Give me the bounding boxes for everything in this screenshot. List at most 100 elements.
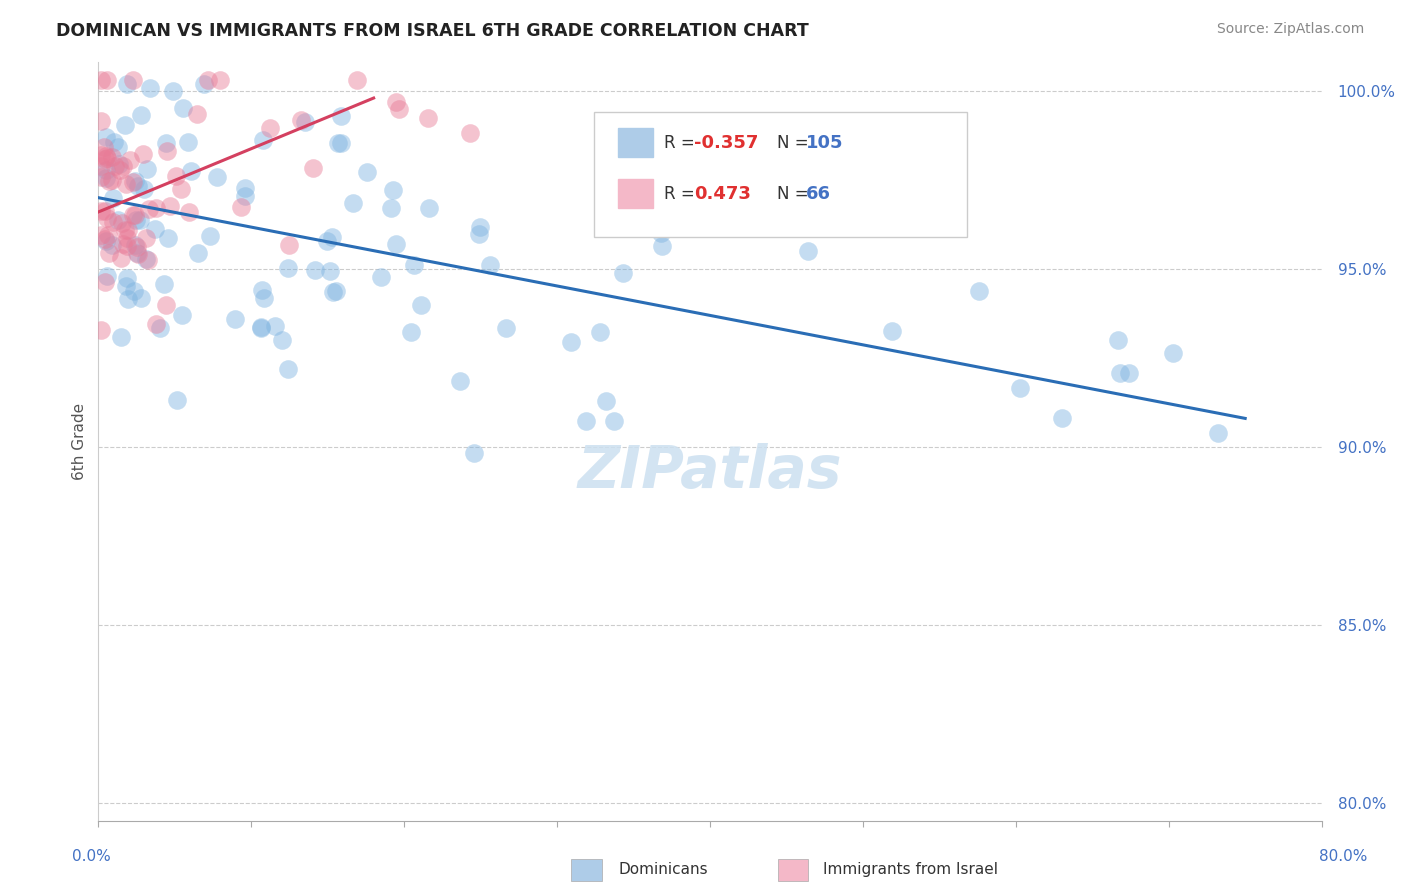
Text: N =: N =	[778, 185, 808, 202]
Point	[208, 73, 231, 87]
Point	[117, 292, 139, 306]
Point	[125, 213, 148, 227]
Point	[382, 183, 405, 197]
Point	[172, 101, 194, 115]
Point	[250, 320, 273, 334]
Point	[124, 174, 146, 188]
Point	[560, 334, 582, 349]
Point	[139, 80, 162, 95]
Point	[135, 231, 157, 245]
Point	[145, 318, 167, 332]
Point	[418, 201, 440, 215]
Y-axis label: 6th Grade: 6th Grade	[72, 403, 87, 480]
Point	[94, 153, 117, 167]
Point	[115, 271, 138, 285]
Point	[111, 216, 134, 230]
Point	[449, 374, 471, 388]
Text: R =: R =	[664, 134, 695, 152]
Point	[290, 112, 312, 127]
Point	[575, 414, 598, 428]
Point	[129, 108, 152, 122]
Point	[90, 170, 112, 185]
Point	[1109, 366, 1132, 380]
Point	[143, 222, 166, 236]
Point	[90, 159, 112, 173]
Point	[156, 144, 179, 158]
Point	[138, 202, 160, 216]
Point	[380, 202, 402, 216]
Point	[404, 258, 426, 272]
Point	[117, 223, 139, 237]
Point	[96, 269, 118, 284]
Point	[1118, 367, 1140, 381]
Point	[135, 252, 157, 267]
Point	[162, 84, 184, 98]
Point	[259, 121, 281, 136]
Point	[117, 231, 139, 245]
Text: 66: 66	[806, 185, 831, 202]
Point	[603, 200, 626, 214]
Point	[104, 159, 127, 173]
Point	[322, 285, 344, 299]
Point	[114, 223, 136, 237]
Point	[96, 151, 118, 165]
Point	[797, 244, 820, 258]
Point	[90, 148, 112, 162]
Point	[121, 175, 143, 189]
FancyBboxPatch shape	[593, 112, 967, 236]
Point	[166, 393, 188, 408]
Point	[252, 133, 274, 147]
Text: Dominicans: Dominicans	[619, 863, 709, 877]
Point	[101, 191, 124, 205]
Point	[458, 126, 481, 140]
Point	[399, 325, 422, 339]
Point	[967, 285, 990, 299]
Point	[103, 135, 125, 149]
Point	[110, 252, 132, 266]
Point	[114, 118, 136, 132]
Point	[277, 362, 299, 376]
Point	[129, 291, 152, 305]
Point	[94, 275, 117, 289]
Text: N =: N =	[778, 134, 808, 152]
Point	[270, 333, 292, 347]
Text: -0.357: -0.357	[695, 134, 758, 152]
Point	[127, 247, 149, 261]
Point	[370, 269, 392, 284]
Point	[125, 246, 148, 260]
Point	[304, 263, 326, 277]
Point	[110, 330, 132, 344]
Point	[97, 245, 120, 260]
Point	[177, 136, 200, 150]
Point	[90, 323, 112, 337]
Point	[741, 134, 763, 148]
Point	[101, 173, 124, 187]
Point	[409, 298, 432, 312]
Point	[329, 136, 352, 150]
Text: R =: R =	[664, 185, 695, 202]
Point	[235, 189, 257, 203]
Point	[90, 113, 112, 128]
Point	[103, 215, 125, 229]
Point	[132, 182, 155, 196]
Point	[93, 204, 115, 219]
Text: Source: ZipAtlas.com: Source: ZipAtlas.com	[1216, 22, 1364, 37]
Point	[294, 115, 316, 129]
Point	[180, 164, 202, 178]
Point	[96, 73, 118, 87]
Point	[107, 140, 129, 154]
Point	[631, 220, 654, 235]
Point	[1050, 411, 1073, 425]
FancyBboxPatch shape	[619, 128, 652, 157]
Point	[880, 324, 903, 338]
Point	[94, 149, 117, 163]
Point	[172, 308, 194, 322]
Point	[112, 159, 135, 173]
Point	[1107, 333, 1129, 347]
Point	[90, 228, 112, 243]
Point	[153, 277, 176, 291]
Point	[94, 232, 117, 246]
Point	[165, 169, 187, 183]
FancyBboxPatch shape	[619, 179, 652, 208]
Point	[114, 177, 136, 191]
